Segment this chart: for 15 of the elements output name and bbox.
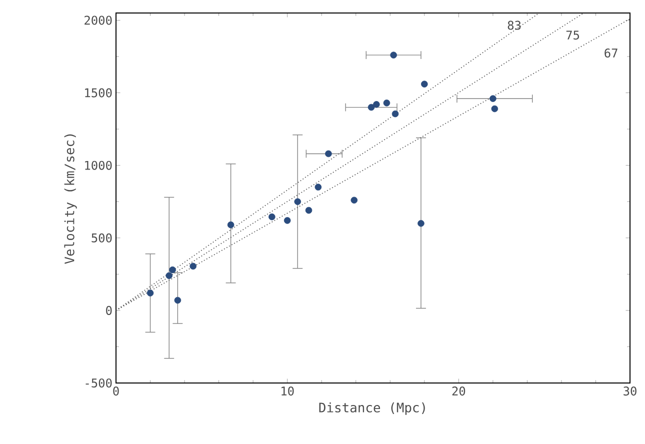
series-label: 75 [566, 30, 580, 40]
y-tick-label: 500 [92, 233, 112, 242]
y-tick-label: 1500 [85, 88, 112, 98]
y-tick-label: 2000 [84, 16, 112, 25]
y-tick-label: 1000 [85, 160, 112, 170]
x-tick-label: 20 [452, 386, 466, 396]
y-tick-label: -500 [86, 378, 112, 388]
series-label: 83 [508, 20, 521, 30]
x-tick-label: 0 [113, 386, 119, 396]
series-label: 67 [604, 48, 618, 58]
x-tick-label: 30 [624, 386, 636, 396]
y-tick-label: 0 [106, 306, 112, 315]
y-axis-title: Velocity (km/sec) [64, 134, 77, 264]
x-axis-title: Distance (Mpc) [319, 402, 425, 415]
x-tick-label: 10 [282, 386, 294, 396]
